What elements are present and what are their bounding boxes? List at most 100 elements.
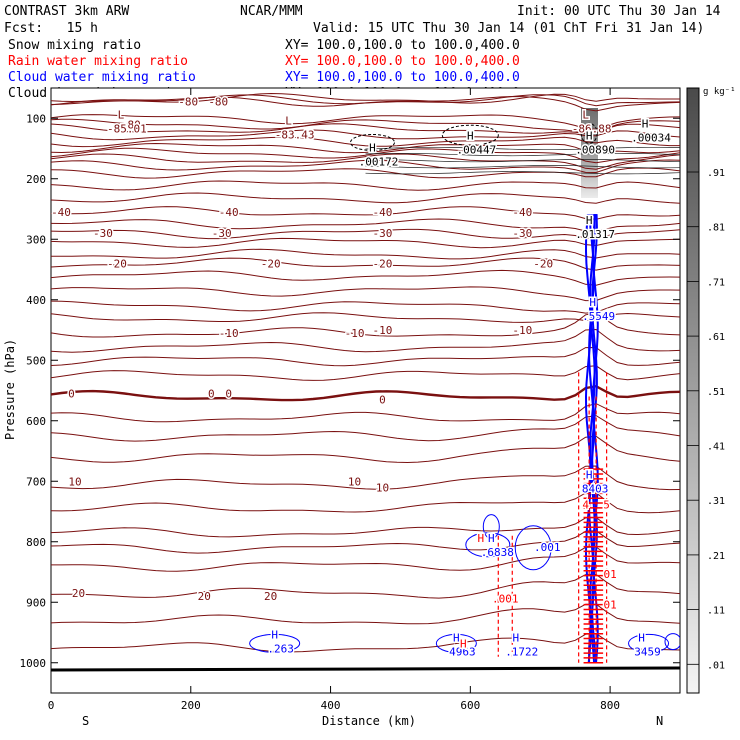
x-axis-left-end: S xyxy=(82,714,89,728)
contour-label: -10 xyxy=(345,327,365,340)
colorbar-tick-label: .21 xyxy=(707,551,725,562)
contour-label: L xyxy=(285,114,292,127)
contour-label: -85.01 xyxy=(107,122,147,135)
contour-label: 8403 xyxy=(582,482,609,495)
colorbar-tick-label: .11 xyxy=(707,606,725,617)
contour-label: H xyxy=(478,532,485,545)
contour-label: 20 xyxy=(264,590,277,603)
contour-label: 5 xyxy=(603,498,610,511)
contour-label: .01317 xyxy=(575,228,615,241)
contour-label: -20 xyxy=(373,257,393,270)
contour-label: .00172 xyxy=(359,156,399,169)
temperature-isoline xyxy=(51,516,680,538)
temperature-contours xyxy=(51,92,680,653)
upper-isoline xyxy=(365,171,680,175)
colorbar-ticks: .91 .81 .71 .61 .51 .41 .31 .21 .11 .01 xyxy=(687,168,725,671)
contour-labels: -80 -80 -80 -40 -40 -40 -40 -30 -30 -30 -30 -20 -20 -… xyxy=(51,94,673,660)
temperature-isoline xyxy=(51,167,680,179)
rain-water-contours xyxy=(497,372,608,664)
colorbar-tick-label: .61 xyxy=(707,332,725,343)
snow-contour xyxy=(349,133,395,151)
contour-label: .00034 xyxy=(631,131,671,144)
temperature-isoline xyxy=(51,530,680,554)
legend-xy: XY= 100.0,100.0 to 100.0,400.0 xyxy=(285,38,520,53)
temperature-isoline xyxy=(51,603,680,625)
contour-label: 10 xyxy=(68,475,81,488)
temperature-isoline xyxy=(51,257,680,271)
colorbar-tick-label: .31 xyxy=(707,496,725,507)
temperature-isoline xyxy=(51,328,680,353)
y-tick-label: 200 xyxy=(26,173,46,186)
contour-label: -10 xyxy=(512,324,532,337)
temperature-isoline xyxy=(51,114,680,130)
y-axis-title: Pressure (hPa) xyxy=(3,339,17,440)
contour-label: .1722 xyxy=(505,646,538,659)
contour-label: 3459 xyxy=(634,646,661,659)
contour-label: L xyxy=(118,108,125,121)
contour-label: .001 xyxy=(534,541,561,554)
contour-label: 20 xyxy=(72,587,85,600)
contour-label: 01 xyxy=(603,568,616,581)
legend-name: Rain water mixing ratio xyxy=(8,54,188,69)
contour-label: H xyxy=(488,532,495,545)
contour-label: -86.88 xyxy=(572,122,612,135)
colorbar-tick-label: .81 xyxy=(707,223,725,234)
temperature-isoline xyxy=(51,218,680,233)
colorbar-tick-label: .71 xyxy=(707,277,725,288)
temperature-isoline xyxy=(51,136,680,148)
contour-label: 10 xyxy=(376,481,389,494)
cloud-water-contour xyxy=(664,633,680,651)
snow-contour xyxy=(580,122,598,144)
contour-label: -20 xyxy=(107,257,127,270)
cloud-ice-shading xyxy=(581,108,598,198)
contour-label: H xyxy=(586,129,593,142)
snow-contour xyxy=(441,124,499,146)
cloud-water-column xyxy=(588,214,596,663)
temperature-isoline xyxy=(51,142,680,154)
contour-label: H xyxy=(589,296,596,309)
temperature-isoline xyxy=(51,153,680,170)
contour-label: 0 xyxy=(68,388,75,401)
snow-contours xyxy=(349,122,598,151)
temperature-isoline xyxy=(51,415,680,442)
contour-label: -80 xyxy=(178,95,198,108)
contour-label: -40 xyxy=(373,206,393,219)
contour-label: 0 xyxy=(208,388,215,401)
upper-isoline xyxy=(365,152,680,157)
contour-label: -40 xyxy=(51,206,71,219)
legend-name: Cloud water mixing ratio xyxy=(8,70,196,85)
init-time: Init: 00 UTC Thu 30 Jan 14 xyxy=(517,4,721,19)
cloud-water-contours xyxy=(249,214,680,663)
contour-label: H xyxy=(453,632,460,645)
cloud-water-contour xyxy=(482,514,500,540)
temperature-isoline xyxy=(51,286,680,302)
cloud-water-contour xyxy=(465,532,511,558)
cloud-water-contour xyxy=(249,633,301,653)
upper-level-contours xyxy=(365,146,680,175)
temperature-isoline xyxy=(51,92,680,104)
contour-label: 01 xyxy=(603,598,616,611)
contour-label: 20 xyxy=(198,590,211,603)
contour-label: -30 xyxy=(373,227,393,240)
colorbar-tick-label: .01 xyxy=(707,660,725,671)
contour-label: -10 xyxy=(373,324,393,337)
legend-name: Snow mixing ratio xyxy=(8,38,141,53)
contour-label: -80 xyxy=(121,118,141,131)
temperature-isoline xyxy=(51,492,680,514)
contour-label: .00447 xyxy=(456,143,496,156)
forecast-hour: Fcst: 15 h xyxy=(4,21,98,36)
y-tick-label: 500 xyxy=(26,354,46,367)
plot-frame xyxy=(50,87,681,694)
upper-isoline xyxy=(365,159,680,163)
contour-label: -80 xyxy=(208,95,228,108)
contour-label: -30 xyxy=(512,227,532,240)
model-title: CONTRAST 3km ARW xyxy=(4,4,129,19)
cloud-water-contour xyxy=(435,633,477,653)
contour-label: L xyxy=(582,108,589,121)
temperature-isoline xyxy=(51,573,680,599)
temperature-isoline xyxy=(51,300,680,314)
y-tick-label: 300 xyxy=(26,233,46,246)
cloud-water-contour xyxy=(628,633,670,653)
contour-label: -40 xyxy=(219,206,239,219)
